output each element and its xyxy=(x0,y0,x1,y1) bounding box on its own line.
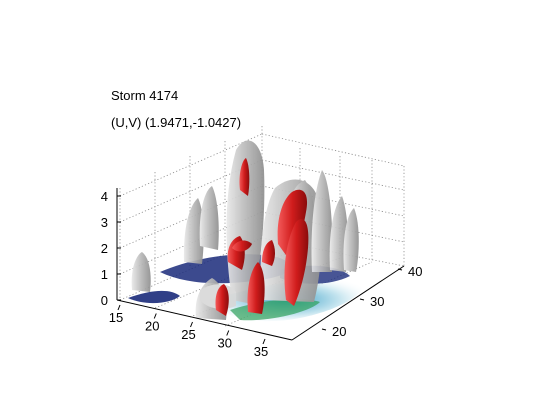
y-tick-20: 20 xyxy=(332,324,346,339)
y-tick-30: 30 xyxy=(370,294,384,309)
x-tick-labels: 15 20 25 30 35 xyxy=(109,304,268,359)
y-tick-mark-40 xyxy=(397,268,403,271)
axes xyxy=(116,188,405,341)
y-tick-mark-30 xyxy=(359,298,365,301)
y-tick-40: 40 xyxy=(408,264,422,279)
x-tick-mark-20 xyxy=(153,313,157,319)
z-tick-0: 0 xyxy=(101,293,108,308)
chart-subtitle: (U,V) (1.9471,-1.0427) xyxy=(111,115,241,130)
z-tick-labels: 0 1 2 3 4 xyxy=(101,189,121,308)
y-tick-mark-20 xyxy=(321,328,327,331)
z-tick-4: 4 xyxy=(101,189,108,204)
x-tick-mark-35 xyxy=(262,338,266,345)
z-tick-1: 1 xyxy=(101,267,108,282)
z-tick-2: 2 xyxy=(101,241,108,256)
z-tick-3: 3 xyxy=(101,215,108,230)
x-tick-25: 25 xyxy=(181,327,195,342)
x-tick-15: 15 xyxy=(109,310,123,325)
y-tick-labels: 20 30 40 xyxy=(321,264,422,339)
x-tick-35: 35 xyxy=(254,344,268,359)
x-tick-20: 20 xyxy=(145,319,159,334)
chart-title: Storm 4174 xyxy=(111,88,178,103)
inner-isosurface xyxy=(215,158,309,316)
x-tick-30: 30 xyxy=(218,336,232,351)
x-tick-mark-25 xyxy=(190,321,193,328)
x-tick-mark-15 xyxy=(117,304,121,311)
x-tick-mark-30 xyxy=(226,330,230,336)
